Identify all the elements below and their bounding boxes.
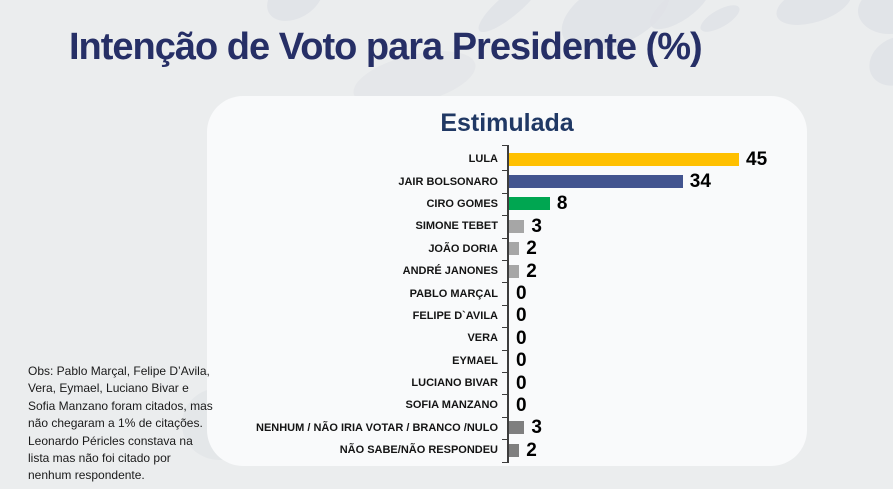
value-label: 3 (531, 215, 542, 237)
bar (509, 242, 520, 256)
chart-row: JAIR BOLSONARO 34 (207, 170, 803, 192)
axis-tick (502, 282, 507, 284)
chart-row: FELIPE D`AVILA 0 (207, 305, 803, 327)
category-label: LUCIANO BIVAR (411, 377, 498, 390)
category-label: ANDRÉ JANONES (402, 265, 498, 278)
value-label: 0 (516, 350, 527, 372)
value-label: 2 (526, 238, 537, 260)
category-label: PABLO MARÇAL (409, 287, 498, 300)
bar (509, 264, 520, 278)
value-label: 2 (526, 439, 537, 461)
chart-row: ANDRÉ JANONES 2 (207, 260, 803, 282)
chart-card: Estimulada LULA 45 JAIR BOLSONARO 34 CIRO GO… (207, 96, 807, 466)
category-label: LULA (468, 153, 498, 166)
bar (509, 175, 683, 189)
background-blob (771, 0, 857, 34)
y-axis (507, 145, 509, 463)
axis-tick (502, 260, 507, 261)
category-label: JOÃO DORIA (428, 242, 498, 255)
chart-row: CIRO GOMES 8 (207, 193, 803, 215)
chart-row: VERA 0 (207, 327, 803, 349)
observation-note: Obs: Pablo Marçal, Felipe D’Avila, Vera,… (28, 364, 213, 483)
axis-tick (502, 304, 507, 306)
chart-row: SOFIA MANZANO 0 (207, 394, 803, 416)
chart-row: NENHUM / NÃO IRIA VOTAR / BRANCO /NULO 3 (207, 417, 803, 439)
category-label: NENHUM / NÃO IRIA VOTAR / BRANCO /NULO (256, 421, 498, 434)
value-label: 0 (516, 327, 527, 349)
axis-tick (502, 394, 507, 396)
chart: LULA 45 JAIR BOLSONARO 34 CIRO GOMES 8 SIMONE … (207, 145, 803, 463)
value-label: 45 (746, 148, 768, 170)
bar (509, 152, 739, 166)
chart-rows: LULA 45 JAIR BOLSONARO 34 CIRO GOMES 8 SIMONE … (207, 148, 803, 461)
value-label: 2 (526, 260, 537, 282)
bar (509, 219, 525, 233)
category-label: CIRO GOMES (426, 197, 498, 210)
category-label: VERA (467, 332, 498, 345)
category-label: SOFIA MANZANO (405, 399, 498, 412)
bar (509, 421, 525, 435)
page-title: Intenção de Voto para Presidente (%) (69, 26, 703, 68)
axis-tick (502, 237, 507, 239)
chart-row: NÃO SABE/NÃO RESPONDEU 2 (207, 439, 803, 461)
chart-row: EYMAEL 0 (207, 350, 803, 372)
chart-row: JOÃO DORIA 2 (207, 238, 803, 260)
value-label: 0 (516, 394, 527, 416)
category-label: NÃO SABE/NÃO RESPONDEU (339, 444, 498, 457)
value-label: 34 (689, 171, 711, 193)
axis-tick (502, 461, 507, 463)
axis-tick (502, 327, 507, 329)
value-label: 0 (516, 305, 527, 327)
chart-row: PABLO MARÇAL 0 (207, 282, 803, 304)
value-label: 0 (516, 283, 527, 305)
axis-tick (502, 215, 507, 217)
axis-tick (502, 145, 507, 146)
value-label: 3 (531, 417, 542, 439)
background-blob (858, 0, 893, 34)
chart-row: LULA 45 (207, 148, 803, 170)
background-blob (860, 26, 893, 96)
category-label: EYMAEL (452, 354, 498, 367)
axis-tick (502, 439, 507, 441)
axis-tick (502, 372, 507, 373)
axis-tick (502, 192, 507, 194)
background-blob (696, 0, 744, 37)
category-label: SIMONE TEBET (415, 220, 498, 233)
category-label: FELIPE D`AVILA (412, 309, 498, 322)
category-label: JAIR BOLSONARO (398, 175, 498, 188)
axis-tick (502, 170, 507, 172)
chart-row: SIMONE TEBET 3 (207, 215, 803, 237)
chart-title: Estimulada (440, 109, 574, 137)
axis-tick (502, 349, 507, 351)
value-label: 0 (516, 372, 527, 394)
value-label: 8 (556, 193, 568, 215)
axis-tick (502, 416, 507, 418)
chart-row: LUCIANO BIVAR 0 (207, 372, 803, 394)
bar (509, 197, 550, 211)
bar (509, 443, 520, 457)
